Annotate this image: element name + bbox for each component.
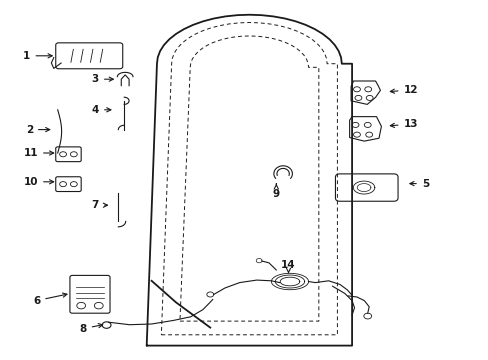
Circle shape xyxy=(364,87,371,92)
Text: 9: 9 xyxy=(272,184,279,199)
Text: 6: 6 xyxy=(33,293,67,306)
Circle shape xyxy=(77,302,85,309)
Text: 12: 12 xyxy=(389,85,417,95)
Text: 8: 8 xyxy=(80,324,102,334)
Text: 14: 14 xyxy=(281,260,295,273)
Text: 13: 13 xyxy=(389,119,417,129)
Text: 4: 4 xyxy=(91,105,111,115)
Text: 1: 1 xyxy=(23,51,52,61)
Circle shape xyxy=(60,152,66,157)
Polygon shape xyxy=(349,117,381,141)
Circle shape xyxy=(366,95,372,100)
Circle shape xyxy=(256,258,262,263)
Circle shape xyxy=(353,87,360,92)
Text: 10: 10 xyxy=(23,177,54,187)
FancyBboxPatch shape xyxy=(56,177,81,192)
FancyBboxPatch shape xyxy=(56,43,122,69)
Text: 2: 2 xyxy=(26,125,50,135)
Circle shape xyxy=(60,181,66,187)
Polygon shape xyxy=(350,81,380,104)
Circle shape xyxy=(94,302,103,309)
Circle shape xyxy=(206,292,213,297)
Circle shape xyxy=(70,152,77,157)
Circle shape xyxy=(364,122,370,127)
Text: 7: 7 xyxy=(91,200,107,210)
Text: 11: 11 xyxy=(23,148,54,158)
Circle shape xyxy=(353,132,360,137)
Circle shape xyxy=(363,313,371,319)
Text: 3: 3 xyxy=(92,74,113,84)
Text: 5: 5 xyxy=(409,179,428,189)
Circle shape xyxy=(365,132,372,137)
FancyBboxPatch shape xyxy=(335,174,397,201)
FancyBboxPatch shape xyxy=(56,147,81,162)
Circle shape xyxy=(102,322,111,328)
Circle shape xyxy=(354,95,361,100)
FancyBboxPatch shape xyxy=(70,275,110,313)
Circle shape xyxy=(351,122,358,127)
Circle shape xyxy=(70,181,77,187)
